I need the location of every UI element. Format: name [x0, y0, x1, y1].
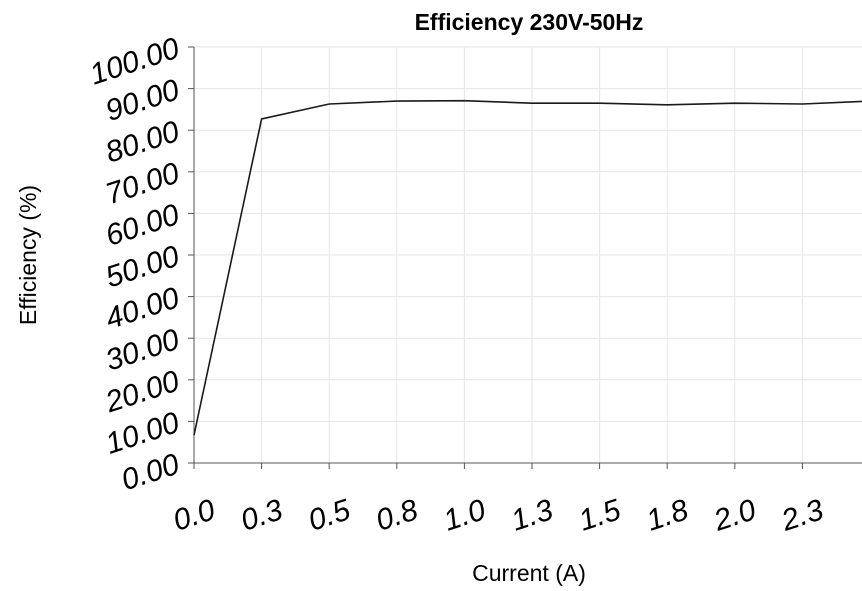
x-tick-label: 0.5 — [304, 493, 354, 537]
chart-title: Efficiency 230V-50Hz — [415, 9, 644, 35]
x-tick-label: 1.5 — [575, 493, 625, 537]
x-tick-label: 1.3 — [507, 493, 557, 537]
x-tick-label: 0.3 — [237, 493, 287, 537]
x-tick-label: 1.8 — [642, 493, 692, 537]
x-tick-label: 0.8 — [372, 493, 422, 537]
x-axis-label: Current (A) — [472, 560, 586, 586]
x-tick-label: 2.3 — [777, 493, 828, 538]
x-tick-label: 1.0 — [440, 493, 490, 537]
x-tick-label: 2.0 — [709, 493, 760, 538]
data-line — [193, 99, 862, 436]
x-tick-label: 0.0 — [169, 493, 219, 537]
y-axis-label: Efficiency (%) — [15, 185, 41, 325]
